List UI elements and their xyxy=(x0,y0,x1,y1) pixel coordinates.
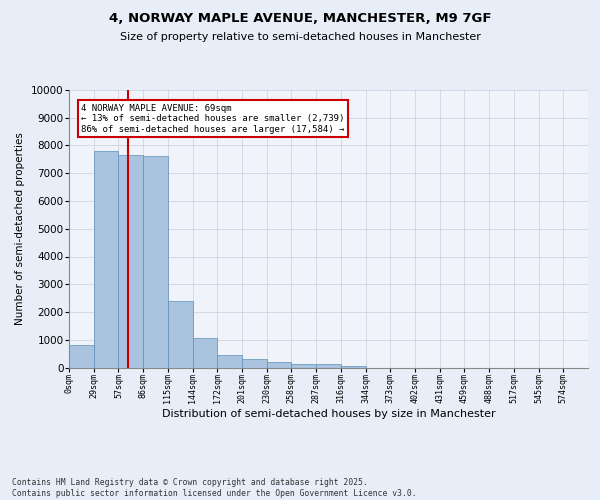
Bar xyxy=(168,302,193,368)
Bar xyxy=(267,362,292,368)
Y-axis label: Number of semi-detached properties: Number of semi-detached properties xyxy=(15,132,25,325)
Bar xyxy=(94,151,118,368)
Bar xyxy=(217,354,242,368)
Text: Contains HM Land Registry data © Crown copyright and database right 2025.
Contai: Contains HM Land Registry data © Crown c… xyxy=(12,478,416,498)
Text: Size of property relative to semi-detached houses in Manchester: Size of property relative to semi-detach… xyxy=(119,32,481,42)
Bar xyxy=(118,155,143,368)
Bar xyxy=(69,346,94,368)
Bar xyxy=(242,359,267,368)
Bar xyxy=(341,366,365,368)
Bar xyxy=(143,156,168,368)
Text: 4 NORWAY MAPLE AVENUE: 69sqm
← 13% of semi-detached houses are smaller (2,739)
8: 4 NORWAY MAPLE AVENUE: 69sqm ← 13% of se… xyxy=(82,104,345,134)
Bar xyxy=(316,364,341,368)
Bar xyxy=(292,364,316,368)
Text: 4, NORWAY MAPLE AVENUE, MANCHESTER, M9 7GF: 4, NORWAY MAPLE AVENUE, MANCHESTER, M9 7… xyxy=(109,12,491,26)
Bar xyxy=(193,338,217,368)
X-axis label: Distribution of semi-detached houses by size in Manchester: Distribution of semi-detached houses by … xyxy=(161,408,496,418)
